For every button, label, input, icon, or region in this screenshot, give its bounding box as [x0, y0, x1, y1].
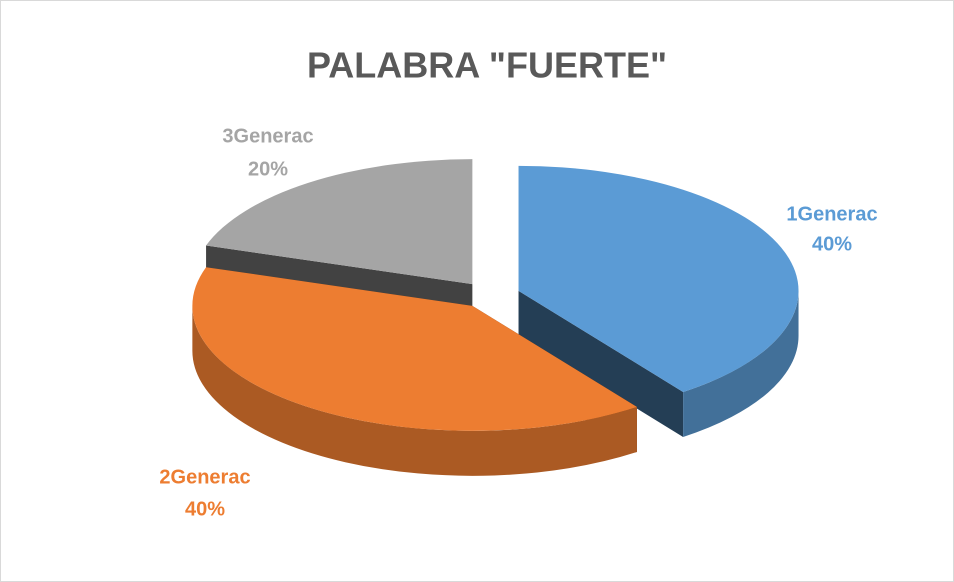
slice-wall	[192, 305, 637, 476]
data-label-value: 40%	[185, 498, 225, 520]
data-label-category: 1Generac	[786, 203, 877, 225]
slice-wall	[683, 290, 799, 437]
slice-side	[518, 290, 684, 437]
data-label-value: 20%	[248, 158, 288, 180]
data-label-category: 2Generac	[159, 466, 250, 488]
slice	[518, 165, 799, 392]
chart-title: PALABRA "FUERTE"	[307, 45, 667, 86]
data-label-value: 40%	[812, 233, 852, 255]
slice	[192, 267, 637, 431]
data-label-category: 3Generac	[222, 125, 313, 147]
slice	[206, 159, 473, 285]
